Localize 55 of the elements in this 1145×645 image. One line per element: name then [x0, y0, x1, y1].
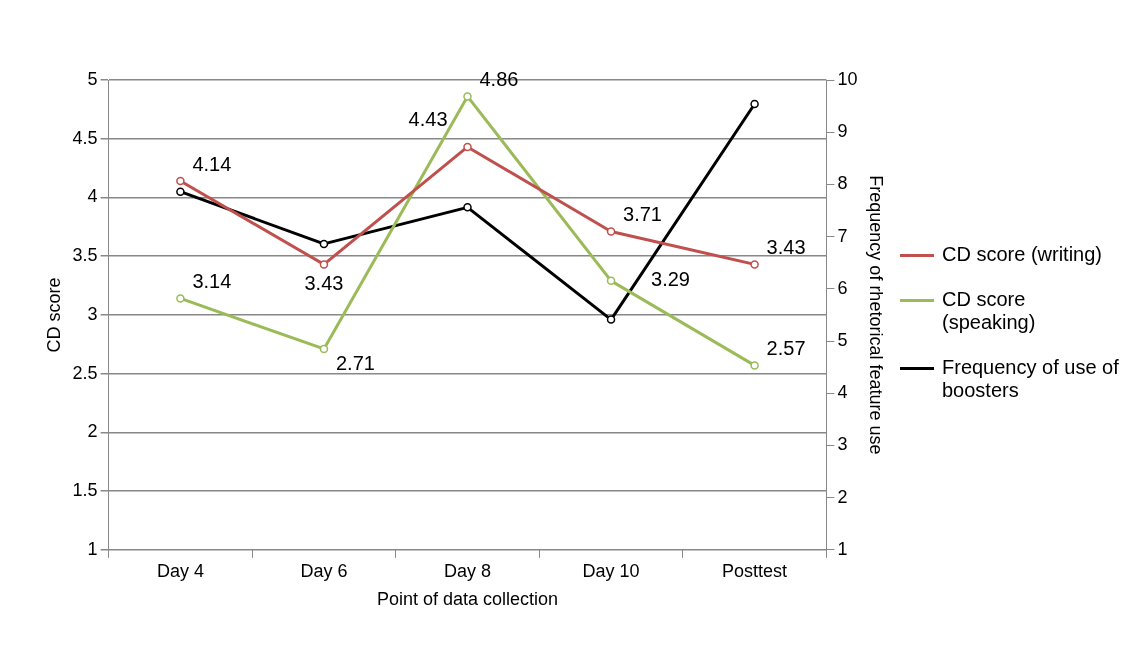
x-tick-label: Posttest: [722, 560, 788, 581]
x-axis-title: Point of data collection: [376, 589, 559, 610]
y2-tick-label: 4: [837, 382, 848, 403]
y-axis-title: CD score: [43, 277, 64, 353]
x-tick-label: Day 6: [300, 560, 348, 581]
point: [176, 187, 185, 196]
data-label: 2.57: [766, 336, 806, 359]
point: [463, 142, 472, 152]
y-tick-label: 1.5: [72, 480, 98, 501]
y2-tick-label: 3: [837, 434, 848, 455]
y2-axis-title: Frequency of rhetorical feature use: [866, 175, 887, 455]
point: [606, 227, 616, 236]
y2-tick-label: 5: [837, 329, 848, 350]
point: [176, 294, 185, 303]
point: [463, 203, 472, 212]
x-tick-label: Day 4: [156, 560, 204, 581]
y-tick-label: 3.5: [72, 245, 98, 266]
y2-tick-label: 8: [837, 173, 848, 194]
data-label: 3.71: [623, 203, 662, 226]
data-label: 3.29: [651, 268, 690, 291]
data-label: 3.43: [304, 271, 344, 294]
point: [606, 276, 616, 286]
legend-label: CD score (writing): [942, 243, 1103, 266]
y2-tick-label: 2: [837, 486, 848, 507]
legend-label: CD score (speaking): [942, 288, 1037, 334]
point: [750, 260, 759, 269]
y-tick-label: 1: [87, 538, 98, 559]
y-tick-label: 5: [87, 68, 98, 89]
data-label: 3.14: [192, 269, 232, 292]
data-label: 4.86: [479, 67, 519, 90]
y-tick-label: 4.5: [72, 127, 98, 148]
point: [606, 315, 616, 324]
y-tick-label: 2: [87, 421, 98, 442]
point: [319, 344, 329, 354]
point: [750, 99, 759, 109]
x-tick-label: Day 8: [443, 560, 492, 581]
y-tick-label: 2.5: [72, 362, 98, 383]
y2-tick-label: 10: [837, 68, 858, 89]
y2-tick-label: 9: [837, 121, 848, 142]
point: [319, 239, 329, 249]
y2-tick-label: 1: [837, 538, 848, 559]
data-label: 3.43: [766, 235, 806, 258]
point: [750, 361, 759, 370]
point: [463, 92, 472, 101]
point: [176, 176, 185, 186]
data-label: 2.71: [335, 352, 375, 375]
x-tick-label: Day 10: [582, 560, 640, 581]
legend-label: Frequency of use of boosters: [942, 356, 1120, 402]
point: [319, 260, 329, 269]
y-tick-label: 4: [87, 186, 98, 207]
data-label: 4.14: [192, 152, 232, 175]
y-tick-label: 3: [87, 303, 98, 324]
y2-tick-label: 7: [837, 225, 848, 246]
data-label: 4.43: [408, 108, 448, 131]
y2-tick-label: 6: [837, 277, 848, 298]
